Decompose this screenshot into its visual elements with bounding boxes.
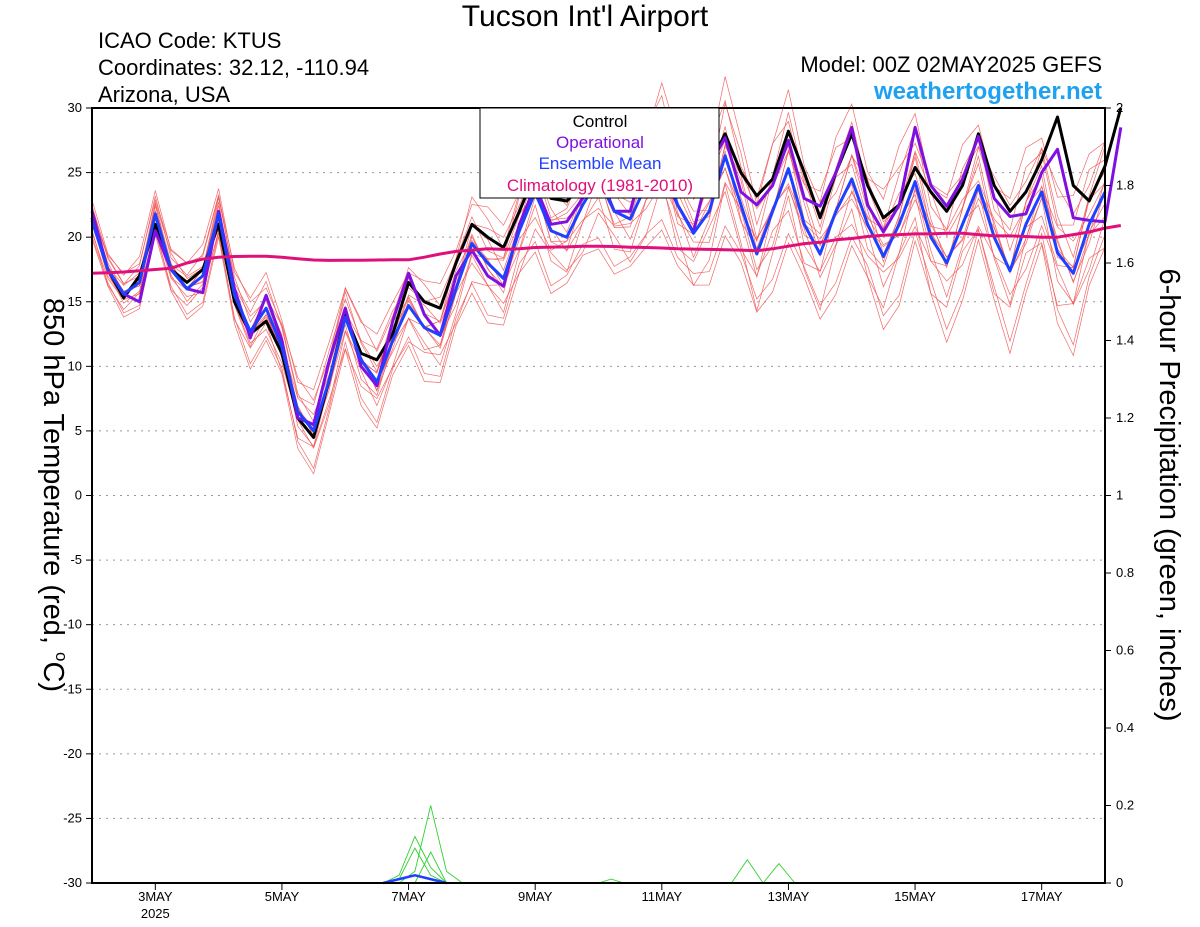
x-tick-label: 5MAY <box>265 889 300 904</box>
left-tick-label: 25 <box>68 165 82 180</box>
precip-member-line <box>383 835 447 884</box>
left-tick-label: 5 <box>75 423 82 438</box>
ensemble-member-line <box>91 182 1106 448</box>
icao-code: ICAO Code: KTUS <box>98 28 282 53</box>
legend-operational: Operational <box>556 133 644 152</box>
left-tick-label: 0 <box>75 488 82 503</box>
right-tick-label: 1.8 <box>1116 178 1134 193</box>
left-tick-label: 15 <box>68 294 82 309</box>
precip-mean-line <box>382 874 447 885</box>
right-axis-label: 6-hour Precipitation (green, inches) <box>1153 269 1185 722</box>
x-tick-year: 2025 <box>141 906 170 921</box>
left-axis-ticks: 30 25 20 15 10 5 0 -5 -10 -15 -20 -25 -30 <box>63 100 92 890</box>
legend-climatology: Climatology (1981-2010) <box>507 176 693 195</box>
coordinates: Coordinates: 32.12, -110.94 <box>98 55 370 80</box>
climatology-line <box>91 224 1122 275</box>
right-tick-label: 1 <box>1116 488 1123 503</box>
website-link[interactable]: weathertogether.net <box>873 78 1102 105</box>
precip-member-line <box>598 878 624 884</box>
ensemble-member-line <box>91 219 1106 470</box>
right-tick-label: 0 <box>1116 875 1123 890</box>
legend-box <box>479 107 720 199</box>
legend-control: Control <box>573 112 628 131</box>
left-tick-label: -5 <box>70 552 82 567</box>
left-tick-label: -10 <box>63 617 82 632</box>
legend-ensemble-mean: Ensemble Mean <box>539 154 662 173</box>
right-axis-ticks: 2 1.8 1.6 1.4 1.2 1 0.8 0.6 0.4 0.2 0 <box>1105 100 1134 890</box>
right-tick-label: 1.4 <box>1116 333 1134 348</box>
left-tick-label: -20 <box>63 746 82 761</box>
x-tick-label: 3MAY <box>138 889 173 904</box>
precip-member-line <box>398 805 463 884</box>
right-tick-label: 1.2 <box>1116 410 1134 425</box>
right-tick-label: 0.4 <box>1116 720 1134 735</box>
left-tick-label: -15 <box>63 681 82 696</box>
left-tick-label: 30 <box>68 100 82 115</box>
ensemble-member-line <box>91 229 1106 475</box>
left-tick-label: -30 <box>63 875 82 890</box>
left-tick-label: 20 <box>68 229 82 244</box>
model-run: Model: 00Z 02MAY2025 GEFS <box>800 52 1102 77</box>
x-tick-label: 15MAY <box>894 889 936 904</box>
right-tick-label: 2 <box>1116 100 1123 115</box>
left-axis-label: 850 hPa Temperature (red, oC) <box>37 298 71 692</box>
precip-members <box>382 805 796 885</box>
precip-member-line <box>731 859 796 884</box>
x-tick-label: 9MAY <box>518 889 553 904</box>
legend: Control Operational Ensemble Mean Climat… <box>479 107 720 199</box>
precip-member-line <box>414 851 447 884</box>
x-axis-ticks: 3MAY 2025 5MAY 7MAY 9MAY 11MAY 13MAY 15MAY 17MAY <box>138 883 1063 921</box>
region: Arizona, USA <box>98 82 231 107</box>
x-tick-label: 7MAY <box>391 889 426 904</box>
precip-member-line <box>383 847 447 884</box>
right-tick-label: 0.8 <box>1116 565 1134 580</box>
left-tick-label: 10 <box>68 358 82 373</box>
right-tick-label: 0.6 <box>1116 643 1134 658</box>
left-tick-label: -25 <box>63 810 82 825</box>
x-tick-label: 11MAY <box>641 889 682 904</box>
right-tick-label: 0.2 <box>1116 798 1134 813</box>
x-tick-label: 13MAY <box>768 889 810 904</box>
right-tick-label: 1.6 <box>1116 255 1134 270</box>
x-tick-label: 17MAY <box>1021 889 1063 904</box>
chart-title: Tucson Int'l Airport <box>461 0 709 33</box>
gridlines <box>92 172 1105 819</box>
